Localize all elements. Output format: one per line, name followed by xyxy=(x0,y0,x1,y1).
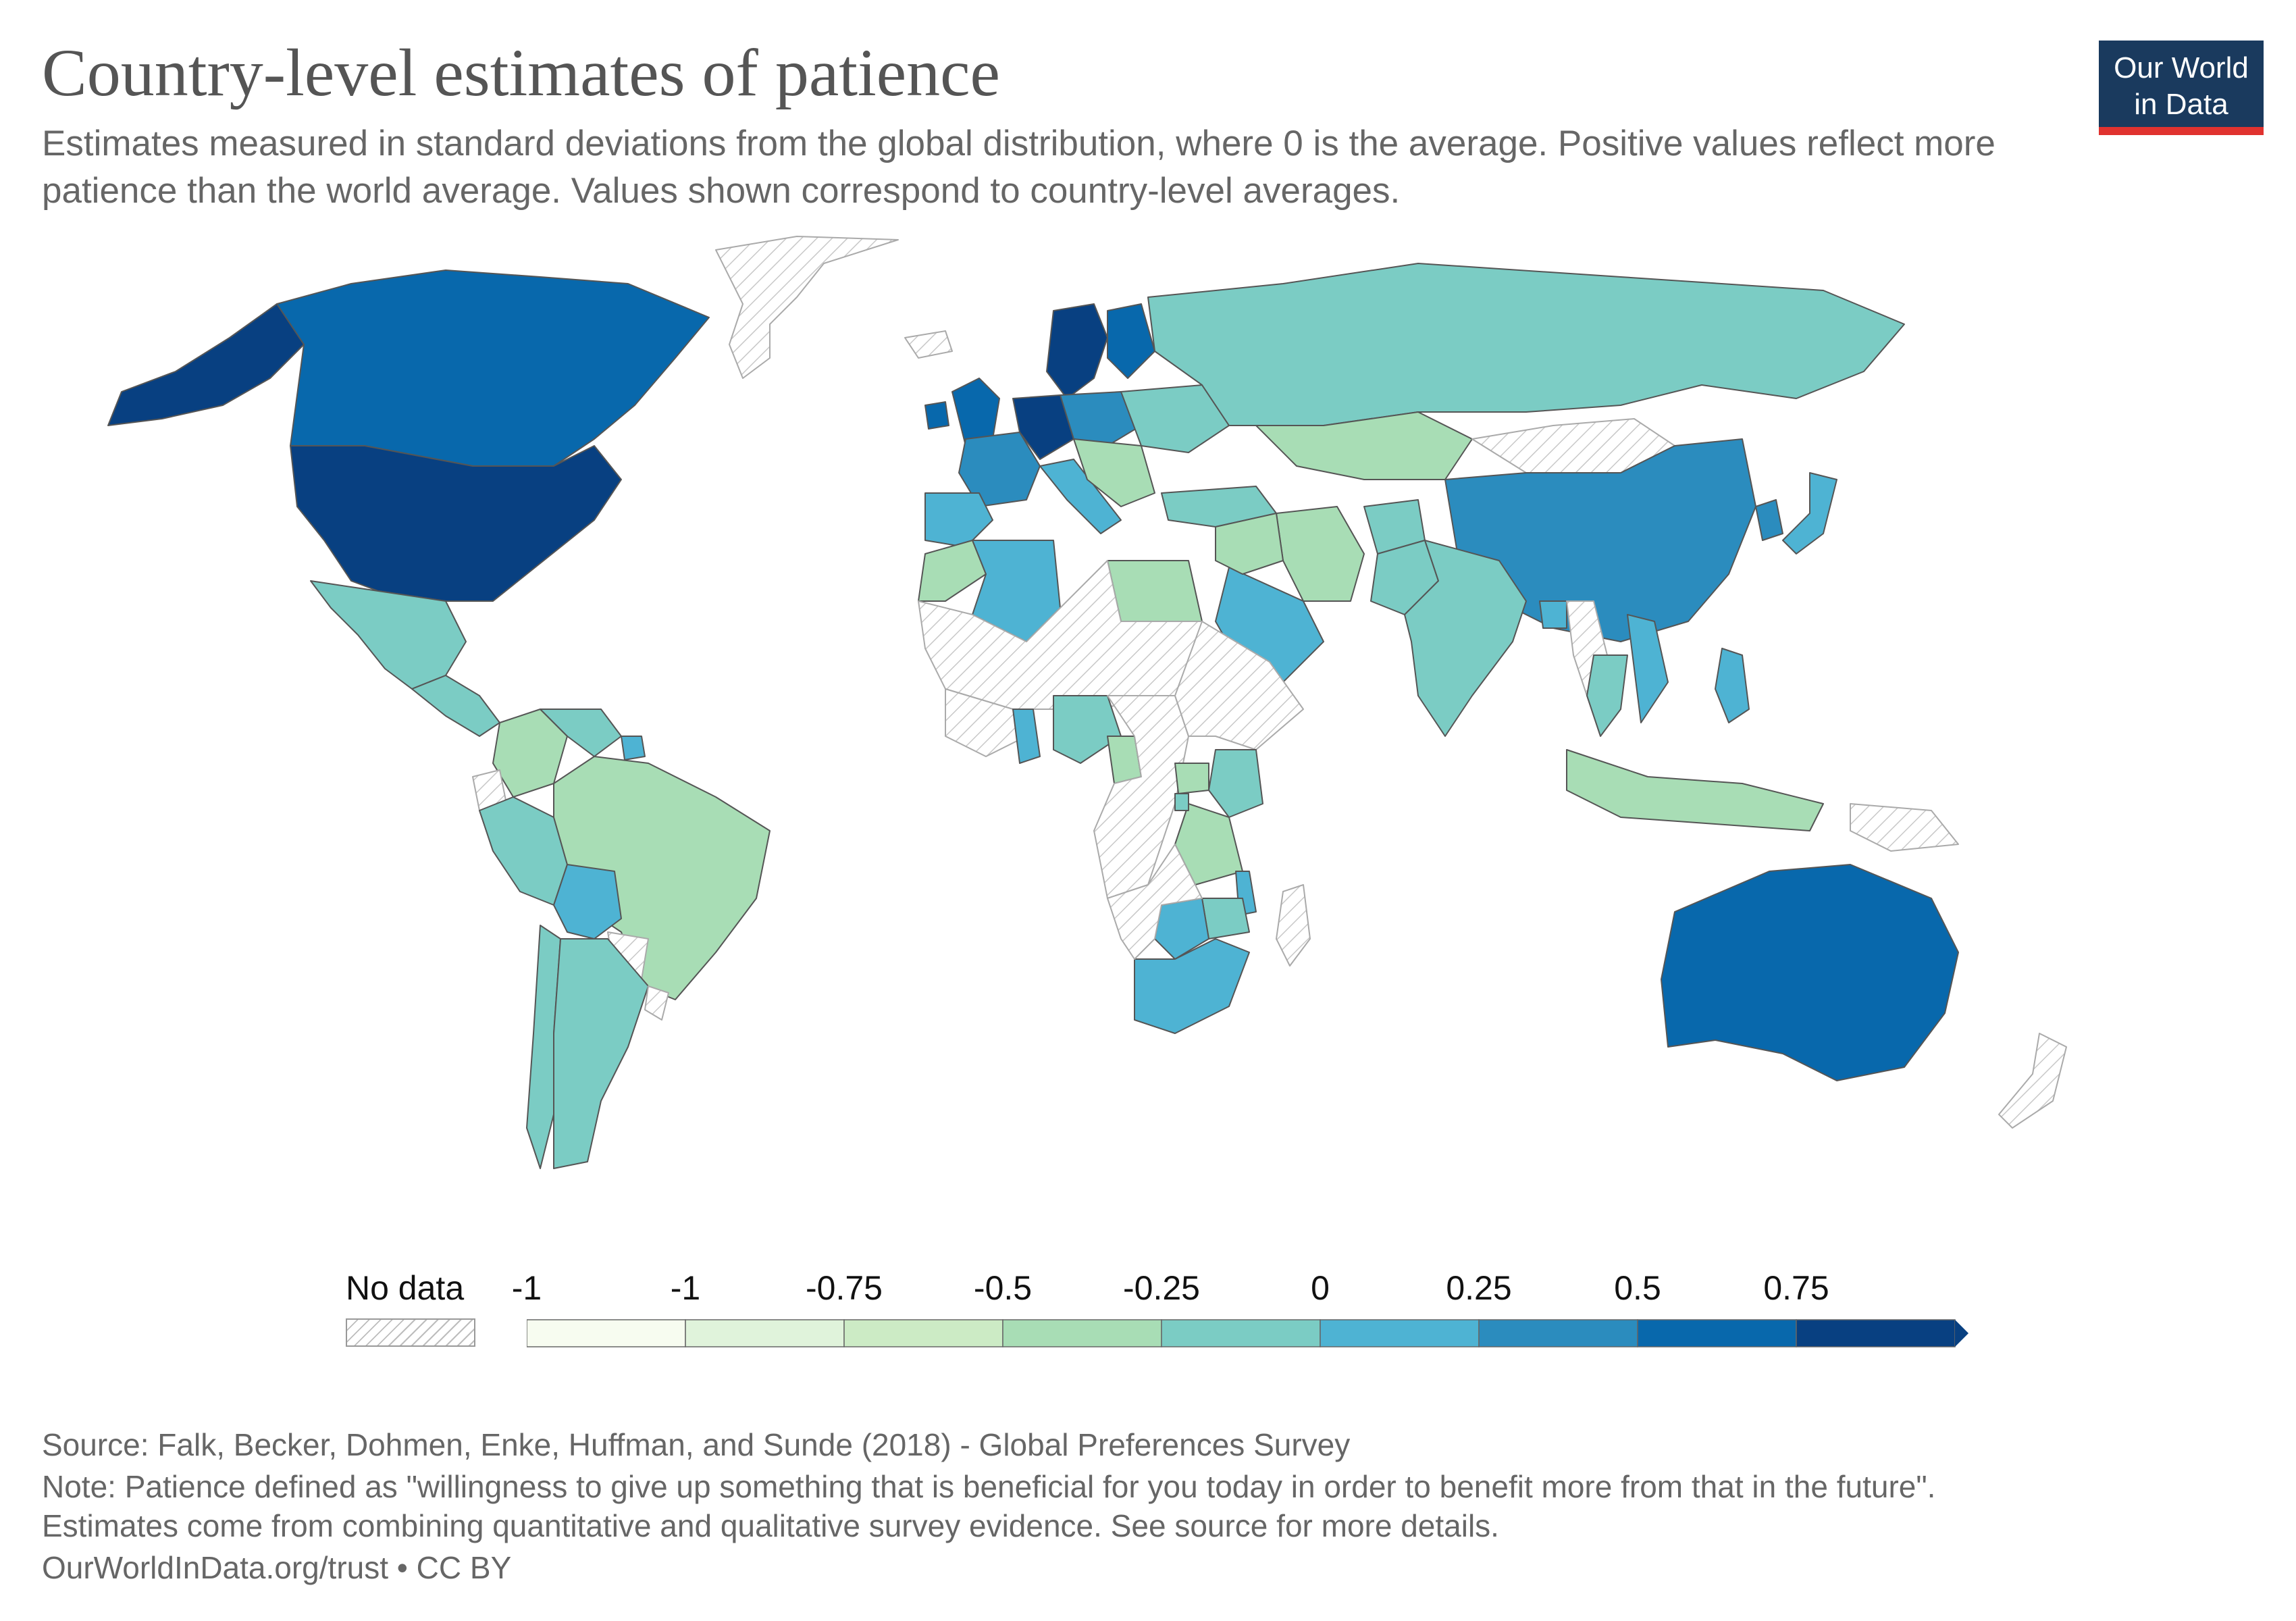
note-line-2: Estimates come from combining quantitati… xyxy=(42,1508,1499,1543)
region-madagascar[interactable] xyxy=(1276,884,1311,967)
legend-bin-7[interactable] xyxy=(1637,1319,1797,1347)
region-india[interactable] xyxy=(1404,540,1527,737)
region-papua-new-guinea[interactable] xyxy=(1850,803,1959,852)
legend-tick-label: -0.5 xyxy=(973,1269,1033,1307)
region-horn-of-africa[interactable] xyxy=(1174,621,1304,750)
region-morocco[interactable] xyxy=(918,540,987,602)
region-japan[interactable] xyxy=(1782,472,1837,555)
region-ghana[interactable] xyxy=(1012,709,1041,764)
legend-tick-label: 0.75 xyxy=(1763,1269,1829,1307)
legend-tick-label: 0.25 xyxy=(1446,1269,1512,1307)
legend-tick-label: 0.5 xyxy=(1614,1269,1661,1307)
region-greenland[interactable] xyxy=(715,236,899,379)
region-korea[interactable] xyxy=(1755,499,1783,541)
legend-bin-2[interactable] xyxy=(843,1319,1003,1347)
region-australia[interactable] xyxy=(1661,864,1959,1081)
legend-bin-0[interactable] xyxy=(527,1319,686,1347)
region-nigeria[interactable] xyxy=(1053,695,1122,764)
chart-subtitle: Estimates measured in standard deviation… xyxy=(42,124,1995,211)
legend-tick-label: -1 xyxy=(670,1269,701,1307)
region-finland[interactable] xyxy=(1107,303,1155,379)
region-suriname[interactable] xyxy=(621,736,646,761)
legend-bin-1[interactable] xyxy=(685,1319,845,1347)
legend-tick-label: -0.25 xyxy=(1123,1269,1200,1307)
legend-no-data-swatch xyxy=(346,1318,475,1347)
region-sahel[interactable] xyxy=(945,688,1027,757)
region-kenya[interactable] xyxy=(1208,749,1263,818)
region-central-europe[interactable] xyxy=(1060,391,1142,446)
footer-url[interactable]: OurWorldInData.org/trust • CC BY xyxy=(42,1550,512,1585)
region-rwanda[interactable] xyxy=(1174,793,1189,811)
region-iran[interactable] xyxy=(1276,506,1365,602)
region-uruguay[interactable] xyxy=(644,985,669,1021)
region-iceland[interactable] xyxy=(904,330,953,359)
region-iraq[interactable] xyxy=(1215,513,1284,575)
legend-tick-label: 0 xyxy=(1311,1269,1330,1307)
region-southern-africa[interactable] xyxy=(1107,844,1203,960)
world-map[interactable] xyxy=(68,223,2249,1223)
region-italy[interactable] xyxy=(1039,459,1122,534)
region-ireland[interactable] xyxy=(924,401,949,430)
legend-tick-label: -1 xyxy=(511,1269,542,1307)
owid-logo[interactable]: Our World in Data xyxy=(2099,41,2264,135)
region-argentina[interactable] xyxy=(553,938,649,1169)
region-sweden[interactable] xyxy=(1046,303,1108,399)
region-tanzania[interactable] xyxy=(1174,803,1243,885)
region-russia[interactable] xyxy=(1147,263,1905,426)
region-united-states[interactable] xyxy=(290,445,622,602)
source-text: Source: Falk, Becker, Dohmen, Enke, Huff… xyxy=(42,1427,1351,1462)
region-egypt[interactable] xyxy=(1107,560,1203,622)
region-new-zealand[interactable] xyxy=(1998,1033,2067,1129)
logo-line-1: Our World xyxy=(2114,51,2249,84)
note-line-1: Note: Patience defined as "willingness t… xyxy=(42,1469,1936,1504)
region-canada[interactable] xyxy=(276,269,710,467)
logo-line-2: in Data xyxy=(2134,88,2228,121)
region-kazakhstan[interactable] xyxy=(1255,411,1473,480)
region-south-africa[interactable] xyxy=(1134,938,1250,1034)
legend-bin-8[interactable] xyxy=(1796,1319,1956,1347)
region-central-america[interactable] xyxy=(411,675,500,737)
region-eastern-europe[interactable] xyxy=(1120,384,1230,453)
region-indonesia[interactable] xyxy=(1566,749,1824,831)
region-venezuela[interactable] xyxy=(540,709,622,757)
region-zimbabwe[interactable] xyxy=(1201,898,1250,940)
legend-color-bar xyxy=(527,1319,1968,1347)
region-thailand[interactable] xyxy=(1586,654,1628,737)
region-uganda[interactable] xyxy=(1174,763,1209,794)
legend-overflow-arrow xyxy=(1955,1320,1968,1347)
chart-title: Country-level estimates of patience xyxy=(42,35,1000,110)
legend-tick-label: -0.75 xyxy=(806,1269,883,1307)
region-bolivia[interactable] xyxy=(553,864,622,940)
region-philippines[interactable] xyxy=(1715,648,1750,723)
legend-no-data-label: No data xyxy=(346,1269,465,1307)
region-iberia[interactable] xyxy=(924,492,993,548)
region-balkans[interactable] xyxy=(1073,438,1155,507)
legend-bin-6[interactable] xyxy=(1478,1319,1638,1347)
region-germany[interactable] xyxy=(1012,394,1074,460)
region-bangladesh[interactable] xyxy=(1539,600,1567,629)
legend-bin-4[interactable] xyxy=(1161,1319,1321,1347)
legend-bin-5[interactable] xyxy=(1320,1319,1480,1347)
region-vietnam[interactable] xyxy=(1627,614,1669,723)
legend-bin-3[interactable] xyxy=(1002,1319,1162,1347)
